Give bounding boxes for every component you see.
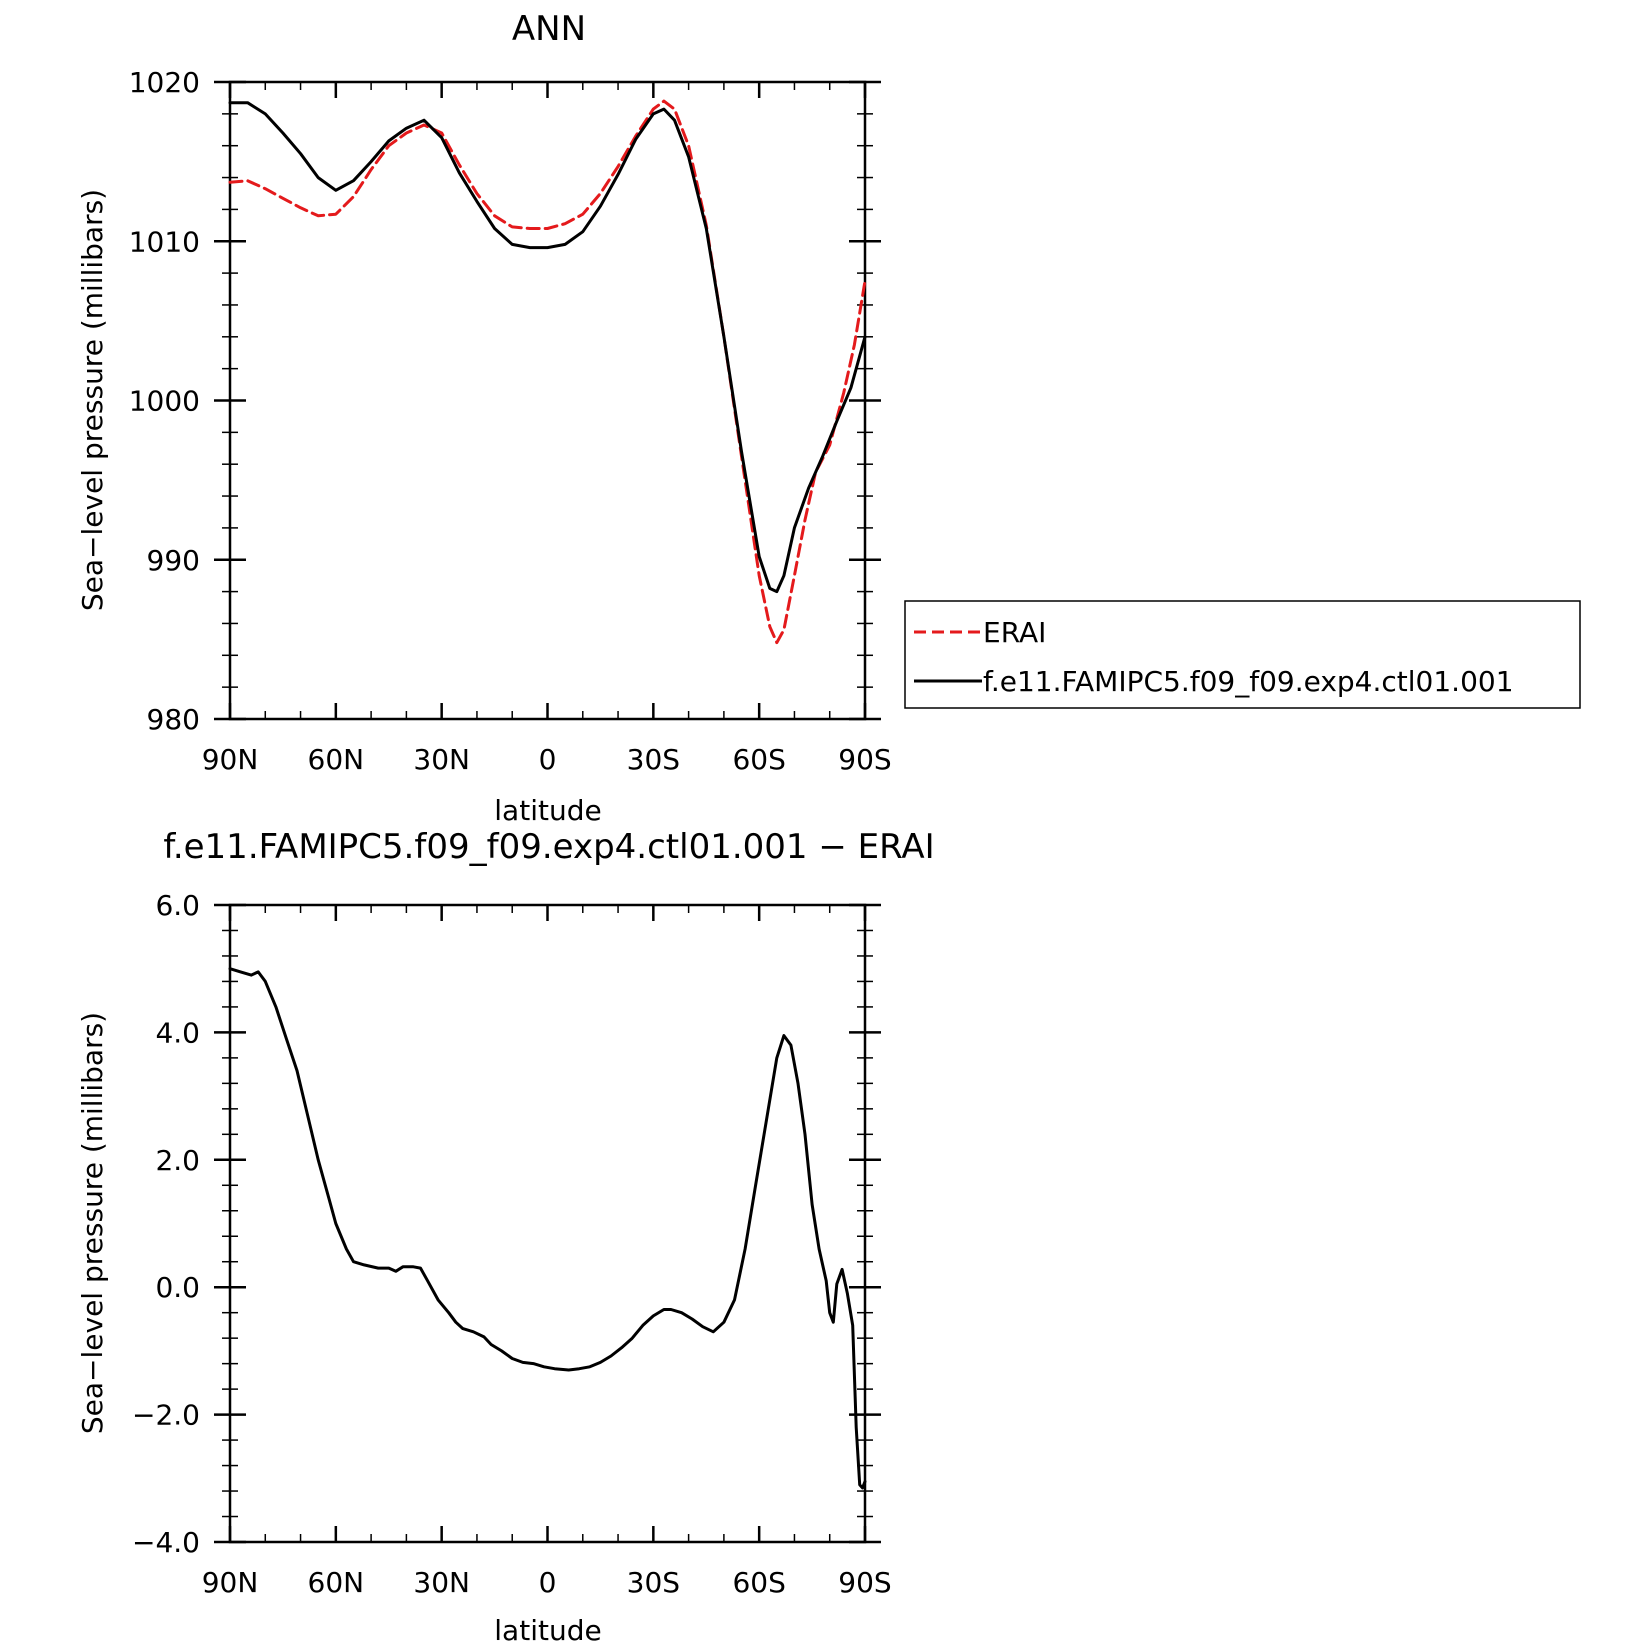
legend-label-model: f.e11.FAMIPC5.f09_f09.exp4.ctl01.001 bbox=[983, 665, 1514, 698]
top-x-tick-label: 60N bbox=[308, 743, 365, 776]
top-y-tick-label: 980 bbox=[147, 703, 200, 736]
top-chart-title: ANN bbox=[512, 9, 586, 49]
top-y-axis-title: Sea−level pressure (millibars) bbox=[76, 189, 109, 611]
top-x-tick-label: 30S bbox=[627, 743, 680, 776]
top-x-tick-label: 90N bbox=[202, 743, 259, 776]
bottom-series-lines bbox=[228, 967, 867, 1490]
bottom-y-tick-label: 4.0 bbox=[155, 1016, 200, 1049]
bottom-y-axis-title: Sea−level pressure (millibars) bbox=[76, 1012, 109, 1434]
bottom-y-tick-label: 6.0 bbox=[155, 889, 200, 922]
bottom-x-tick-label: 90N bbox=[202, 1566, 259, 1599]
bottom-x-tick-label: 90S bbox=[838, 1566, 891, 1599]
top-y-tick-label: 990 bbox=[147, 544, 200, 577]
top-series-lines bbox=[228, 99, 867, 645]
bottom-panel: f.e11.FAMIPC5.f09_f09.exp4.ctl01.001 − E… bbox=[76, 827, 935, 1647]
bottom-ticks: 90N 60N 30N 0 30S 60S 90S −4.0 −2.0 0.0 2.0 4.0 6.0 bbox=[132, 889, 892, 1599]
top-ticks: 90N 60N 30N 0 30S 60S 90S 980 990 1000 1010 1020 bbox=[129, 66, 892, 776]
bottom-y-tick-label: −4.0 bbox=[132, 1526, 200, 1559]
top-panel: ANN 90N 60N 30N 0 30S 60S 90S 980 990 1000 1010 102… bbox=[76, 9, 1581, 827]
bottom-x-tick-label: 60N bbox=[308, 1566, 365, 1599]
top-series-line-1 bbox=[228, 101, 867, 594]
top-x-tick-label: 30N bbox=[413, 743, 470, 776]
bottom-plot-frame bbox=[228, 903, 867, 1544]
bottom-x-axis-title: latitude bbox=[494, 1614, 601, 1647]
bottom-y-tick-label: 0.0 bbox=[155, 1271, 200, 1304]
top-y-tick-label: 1010 bbox=[129, 225, 200, 258]
bottom-y-tick-label: −2.0 bbox=[132, 1399, 200, 1432]
top-x-tick-label: 90S bbox=[838, 743, 891, 776]
bottom-chart-title: f.e11.FAMIPC5.f09_f09.exp4.ctl01.001 − E… bbox=[163, 827, 934, 867]
top-y-tick-label: 1020 bbox=[129, 66, 200, 99]
top-x-axis-title: latitude bbox=[494, 794, 601, 827]
bottom-x-tick-label: 30N bbox=[413, 1566, 470, 1599]
bottom-series-line-0 bbox=[228, 967, 867, 1490]
top-y-tick-label: 1000 bbox=[129, 385, 200, 418]
bottom-x-tick-label: 0 bbox=[539, 1566, 557, 1599]
legend-label-erai: ERAI bbox=[983, 616, 1046, 649]
bottom-x-tick-label: 60S bbox=[732, 1566, 785, 1599]
bottom-x-tick-label: 30S bbox=[627, 1566, 680, 1599]
bottom-y-tick-label: 2.0 bbox=[155, 1144, 200, 1177]
top-x-tick-label: 60S bbox=[732, 743, 785, 776]
legend-box bbox=[904, 600, 1581, 709]
legend: ERAI f.e11.FAMIPC5.f09_f09.exp4.ctl01.00… bbox=[904, 600, 1581, 709]
top-series-line-0 bbox=[228, 99, 867, 645]
top-plot-frame bbox=[228, 80, 867, 721]
top-x-tick-label: 0 bbox=[539, 743, 557, 776]
